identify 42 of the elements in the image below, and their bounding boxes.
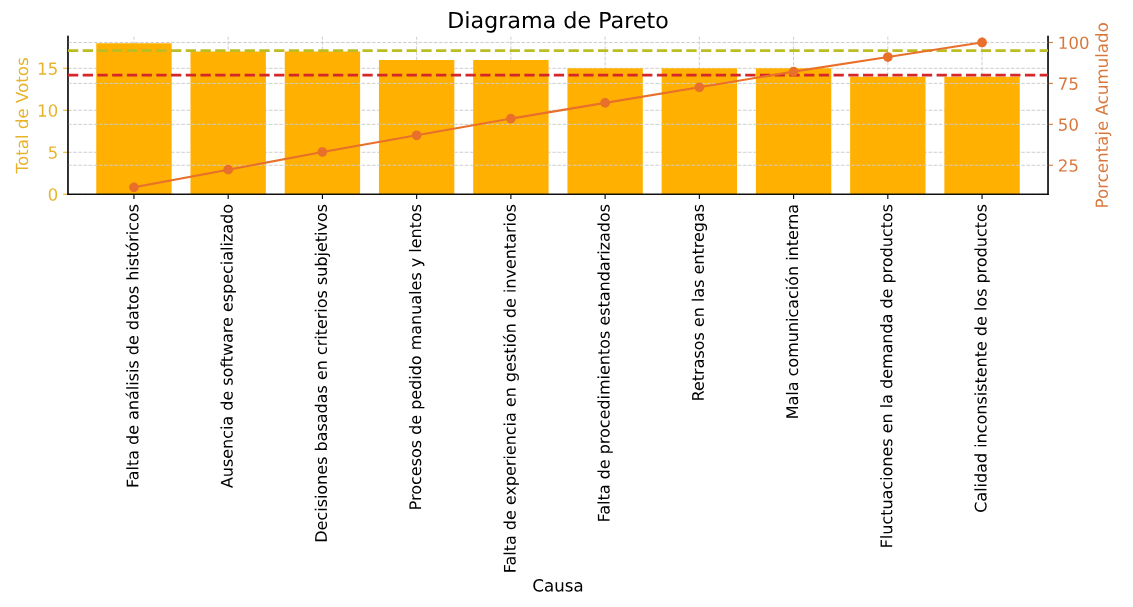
x-tick-label: Decisiones basadas en criterios subjetivos — [314, 204, 331, 542]
x-axis-title: Causa — [533, 579, 583, 592]
point — [788, 66, 799, 77]
bar — [755, 68, 832, 195]
x-tick-label: Falta de análisis de datos históricos — [125, 204, 139, 487]
point — [223, 164, 234, 175]
bar — [661, 68, 738, 195]
bar — [378, 59, 455, 195]
x-tick-label: Falta de experiencia en gestión de inventarios — [502, 204, 519, 572]
y-tick-label: 15 — [38, 62, 57, 75]
x-tick-label: Fluctuaciones en la demanda de productos — [880, 204, 896, 547]
x-tick-label: Procesos de pedido manuales y lentos — [408, 204, 425, 509]
bar — [567, 68, 643, 195]
point — [977, 37, 987, 48]
y-tick-label: 5 — [48, 146, 57, 159]
point — [129, 182, 139, 193]
y2-tick-label: 50 — [1059, 118, 1078, 131]
point — [600, 98, 610, 108]
y2-tick-label: 75 — [1059, 77, 1078, 90]
point — [694, 82, 705, 93]
y-tick-label: 0 — [48, 188, 58, 201]
point — [506, 113, 516, 124]
chart-title: Diagrama de Pareto — [449, 11, 668, 33]
bar — [190, 51, 266, 195]
point — [317, 147, 328, 157]
y-tick-label: 10 — [38, 104, 58, 117]
x-tick-label: Calidad inconsistente de los productos — [974, 204, 990, 512]
y-axis-title: Total de Votos — [15, 58, 29, 174]
bar — [284, 51, 361, 195]
bar — [96, 43, 172, 195]
y2-tick-label: 25 — [1058, 159, 1078, 172]
x-tick-label: Mala comunicación interna — [785, 205, 799, 418]
x-tick-label: Ausencia de software especializado — [220, 204, 236, 489]
x-tick-label: Retrasos en las entregas — [691, 204, 708, 400]
y2-tick-label: 100 — [1059, 36, 1089, 50]
bar — [944, 76, 1020, 195]
y2-axis-title: Porcentaje Acumulado — [1095, 23, 1112, 207]
bar — [850, 76, 926, 195]
x-tick-label: Falta de procedimientos estandarizados — [597, 204, 613, 521]
bar — [473, 59, 549, 195]
point — [882, 52, 893, 62]
point — [411, 130, 422, 141]
